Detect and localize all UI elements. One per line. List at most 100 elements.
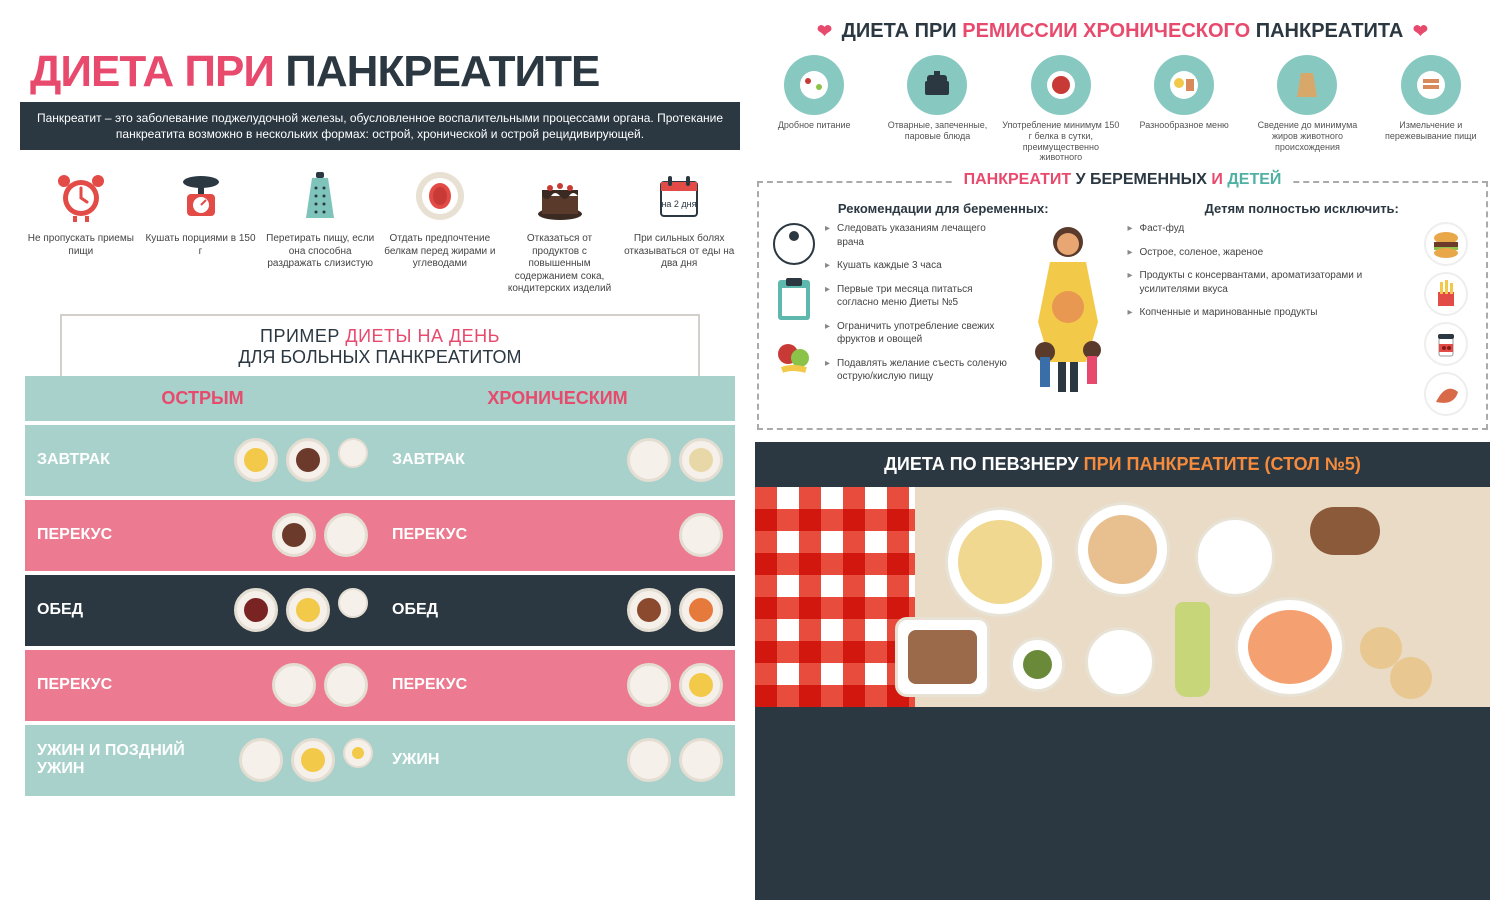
remission-icon <box>1031 55 1091 115</box>
dish-fish <box>1235 597 1345 697</box>
tip-label: Перетирать пищу, если она способна раздр… <box>264 233 376 271</box>
meal-row: ОБЕД <box>380 575 735 650</box>
remission-title: ❤ ДИЕТА ПРИ РЕМИССИИ ХРОНИЧЕСКОГО ПАНКРЕ… <box>755 20 1490 43</box>
meal-row: ПЕРЕКУС <box>25 500 380 575</box>
tip-clock: Не пропускать приемы пищи <box>25 165 137 296</box>
meal-row: ЗАВТРАК <box>380 425 735 500</box>
plate-icon <box>679 663 723 707</box>
fruit-icon <box>774 334 814 374</box>
pev-c: (СТОЛ №5) <box>1265 454 1361 474</box>
preg-item: Копченные и маринованные продукты <box>1128 306 1411 320</box>
meal-row: ЗАВТРАК <box>25 425 380 500</box>
pregnant-box: ПАНКРЕАТИТ У БЕРЕМЕННЫХ И ДЕТЕЙ Рекоменд… <box>757 181 1488 430</box>
scale-icon <box>145 165 257 227</box>
remission-item: Дробное питание <box>755 55 873 163</box>
dish-pasta <box>945 507 1055 617</box>
pevzner-section: ДИЕТА ПО ПЕВЗНЕРУ ПРИ ПАНКРЕАТИТЕ (СТОЛ … <box>755 442 1490 900</box>
preg-item: Первые три месяца питаться согласно меню… <box>825 283 1012 310</box>
main-title: ДИЕТА ПРИ ПАНКРЕАТИТЕ <box>30 50 740 94</box>
ex-l1b: ДИЕТЫ НА ДЕНЬ <box>345 326 500 346</box>
pev-a: ДИЕТА ПО ПЕВЗНЕРУ <box>884 454 1079 474</box>
preg-left-icons <box>769 222 819 374</box>
plate-icon <box>272 513 316 557</box>
calendar-icon: на 2 дня <box>623 165 735 227</box>
tip-label: Не пропускать приемы пищи <box>25 233 137 258</box>
plate-icon <box>239 738 283 782</box>
plate-icon <box>234 588 278 632</box>
tip-label: При сильных болях отказываться от еды на… <box>623 233 735 271</box>
remission-label: Употребление минимум 150 г белка в сутки… <box>1002 120 1120 163</box>
meal-plates <box>477 513 723 557</box>
col-head-acute: ОСТРЫМ <box>25 376 380 425</box>
burger-icon <box>1424 222 1468 266</box>
tip-scale: Кушать порциями в 150 г <box>145 165 257 296</box>
preg-item: Ограничить употребление свежих фруктов и… <box>825 320 1012 347</box>
plate-icon <box>679 738 723 782</box>
preg-head-right: Детям полностью исключить: <box>1128 201 1477 216</box>
plate-icon <box>627 438 671 482</box>
diet-table: ОСТРЫМ ЗАВТРАКПЕРЕКУСОБЕДПЕРЕКУСУЖИН И П… <box>25 376 735 800</box>
meal-label: ПЕРЕКУС <box>392 526 467 544</box>
example-line1: ПРИМЕР ДИЕТЫ НА ДЕНЬ <box>62 326 698 347</box>
preg-right-icons <box>1416 222 1476 416</box>
col-acute: ОСТРЫМ ЗАВТРАКПЕРЕКУСОБЕДПЕРЕКУСУЖИН И П… <box>25 376 380 800</box>
infographic-root: ДИЕТА ПРИ ПАНКРЕАТИТЕ Панкреатит – это з… <box>0 0 1500 900</box>
remission-item: Разнообразное меню <box>1125 55 1243 163</box>
tip-grater: Перетирать пищу, если она способна раздр… <box>264 165 376 296</box>
preg-right-list: Фаст-фудОстрое, соленое, жареноеПродукты… <box>1128 222 1411 330</box>
tablecloth <box>755 487 915 707</box>
dish-beans <box>1075 502 1170 597</box>
preg-left-content: Следовать указаниям лечащего врачаКушать… <box>769 222 1118 402</box>
meal-plates <box>120 438 368 482</box>
example-header: ПРИМЕР ДИЕТЫ НА ДЕНЬ ДЛЯ БОЛЬНЫХ ПАНКРЕА… <box>60 314 700 376</box>
remission-item: Употребление минимум 150 г белка в сутки… <box>1002 55 1120 163</box>
dish-berries <box>1195 517 1275 597</box>
remission-label: Дробное питание <box>755 120 873 131</box>
meal-label: ПЕРЕКУС <box>37 676 112 694</box>
example-line2: ДЛЯ БОЛЬНЫХ ПАНКРЕАТИТОМ <box>62 347 698 368</box>
meal-row: ОБЕД <box>25 575 380 650</box>
remission-icon <box>784 55 844 115</box>
preg-head-left: Рекомендации для беременных: <box>769 201 1118 216</box>
remission-label: Отварные, запеченные, паровые блюда <box>878 120 996 142</box>
left-panel: ДИЕТА ПРИ ПАНКРЕАТИТЕ Панкреатит – это з… <box>0 0 750 900</box>
fries-icon <box>1424 272 1468 316</box>
plate-icon <box>291 738 335 782</box>
pt3: И <box>1211 171 1223 188</box>
tip-label: Отдать предпочтение белкам перед жирами … <box>384 233 496 271</box>
preg-col-left: Рекомендации для беременных: Следовать у… <box>769 193 1118 416</box>
dish-cookie2 <box>1390 657 1432 699</box>
rem-c: ПАНКРЕАТИТА <box>1256 20 1404 42</box>
preg-title: ПАНКРЕАТИТ У БЕРЕМЕННЫХ И ДЕТЕЙ <box>954 171 1292 189</box>
meal-label: УЖИН И ПОЗДНИЙ УЖИН <box>37 742 229 778</box>
chevron-icon: ❤ <box>817 21 832 41</box>
remission-item: Сведение до минимума жиров животного про… <box>1248 55 1366 163</box>
dish-sauce <box>1010 637 1065 692</box>
preg-right-content: Фаст-фудОстрое, соленое, жареноеПродукты… <box>1128 222 1477 416</box>
col-head-chronic: ХРОНИЧЕСКИМ <box>380 376 735 425</box>
remission-item: Отварные, запеченные, паровые блюда <box>878 55 996 163</box>
plate-icon <box>338 588 368 618</box>
sausage-icon <box>1424 372 1468 416</box>
title-pink: ДИЕТА ПРИ <box>30 47 274 96</box>
meal-plates <box>122 513 368 557</box>
grater-icon <box>264 165 376 227</box>
plate-icon <box>286 588 330 632</box>
meal-row: ПЕРЕКУС <box>380 650 735 725</box>
remission-icon <box>1277 55 1337 115</box>
rem-b: РЕМИССИИ ХРОНИЧЕСКОГО <box>962 20 1250 42</box>
plate-icon <box>627 663 671 707</box>
title-dark: ПАНКРЕАТИТЕ <box>285 47 599 96</box>
chevron-icon: ❤ <box>1413 21 1428 41</box>
remission-label: Сведение до минимума жиров животного про… <box>1248 120 1366 152</box>
intro-text: Панкреатит – это заболевание поджелудочн… <box>20 102 740 150</box>
meal-row: УЖИН И ПОЗДНИЙ УЖИН <box>25 725 380 800</box>
meal-plates <box>477 663 723 707</box>
plate-icon <box>679 513 723 557</box>
plate-icon <box>679 588 723 632</box>
tip-label: Отказаться от продуктов с повышенным сод… <box>504 233 616 296</box>
pt2: У БЕРЕМЕННЫХ <box>1076 171 1207 188</box>
tips-row: Не пропускать приемы пищи Кушать порциям… <box>25 165 735 296</box>
cake-icon <box>504 165 616 227</box>
preg-columns: Рекомендации для беременных: Следовать у… <box>769 193 1476 416</box>
